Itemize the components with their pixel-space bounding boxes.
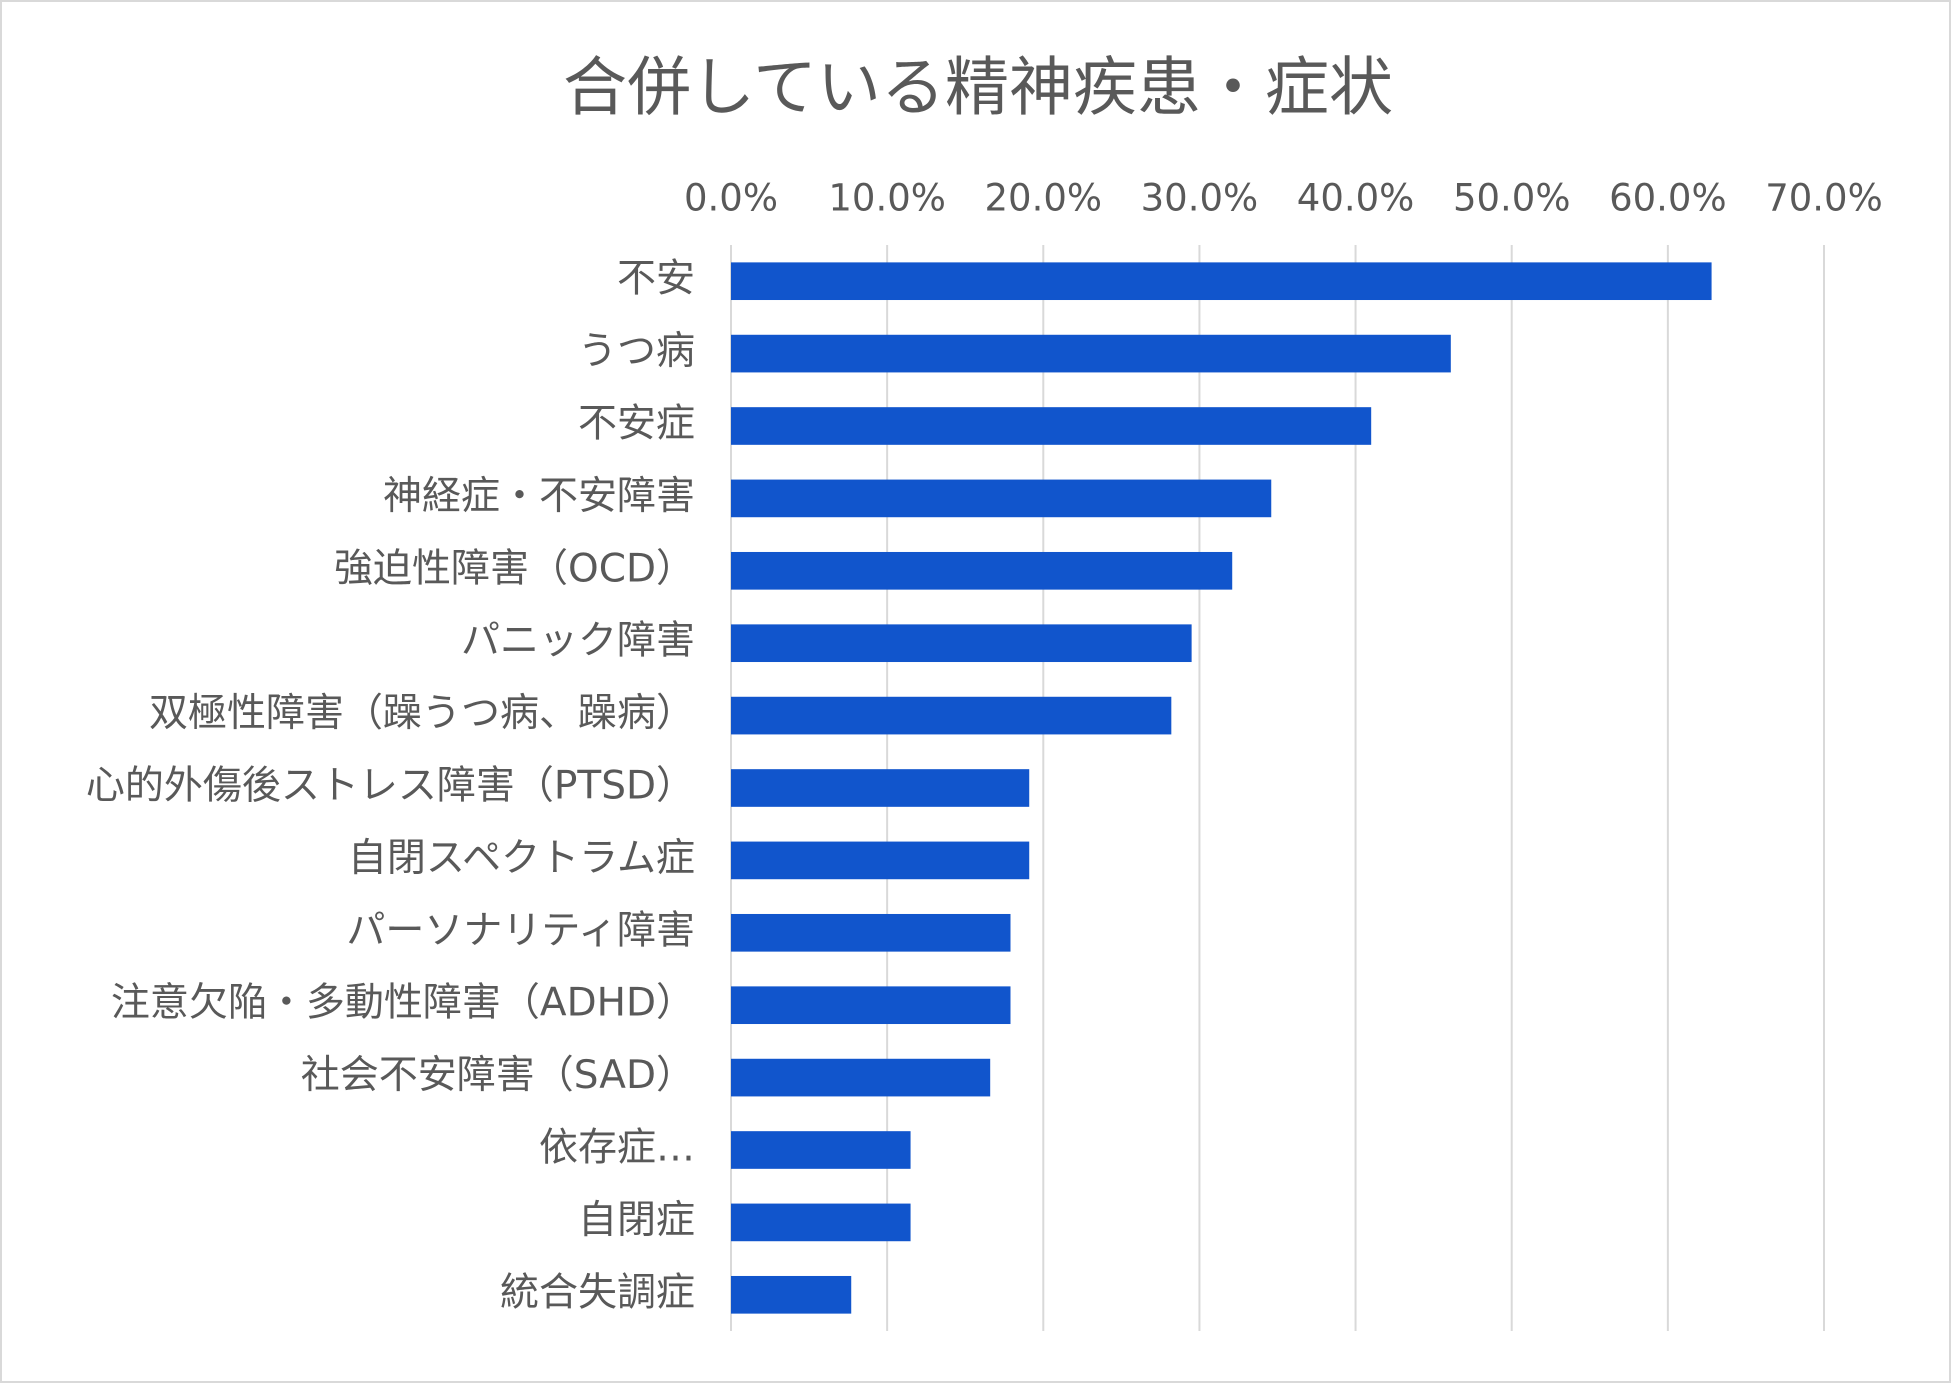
y-tick-label: 依存症… (539, 1126, 695, 1171)
x-tick-label: 60.0% (1609, 177, 1727, 220)
y-tick-label: 不安症 (578, 402, 695, 447)
bar (731, 262, 1712, 301)
y-tick-label: 統合失調症 (500, 1270, 695, 1315)
bar (731, 334, 1451, 373)
bar (731, 551, 1233, 590)
bar (731, 1275, 852, 1314)
y-tick-label: 社会不安障害（SAD） (301, 1053, 695, 1098)
y-tick-label: 強迫性障害（OCD） (334, 546, 695, 591)
y-tick-label: パニック障害 (461, 619, 695, 664)
y-tick-label: うつ病 (578, 329, 695, 374)
bar (731, 913, 1011, 952)
y-tick-label: 自閉スペクトラム症 (348, 836, 695, 881)
bar (731, 407, 1372, 445)
x-tick-label: 40.0% (1297, 177, 1415, 220)
x-tick-label: 30.0% (1141, 177, 1259, 220)
x-tick-label: 20.0% (985, 177, 1103, 220)
bar (731, 1203, 911, 1242)
bar (731, 841, 1030, 880)
bar (731, 479, 1272, 518)
bar (731, 769, 1030, 807)
y-tick-label: 双極性障害（躁うつ病、躁病） (149, 691, 695, 736)
x-tick-label: 0.0% (684, 177, 778, 220)
bar (731, 1131, 911, 1169)
chart-title: 合併している精神疾患・症状 (563, 52, 1393, 126)
bar (731, 624, 1192, 663)
y-tick-label: 注意欠陥・多動性障害（ADHD） (111, 981, 695, 1026)
x-tick-label: 50.0% (1453, 177, 1571, 220)
y-tick-label: 心的外傷後ストレス障害（PTSD） (86, 764, 695, 809)
y-tick-label: 自閉症 (578, 1198, 695, 1243)
y-tick-label: 神経症・不安障害 (383, 474, 695, 519)
y-tick-label: 不安 (617, 257, 695, 302)
y-tick-label: パーソナリティ障害 (346, 908, 695, 953)
bar (731, 986, 1011, 1025)
bar (731, 1058, 991, 1097)
bar (731, 696, 1172, 735)
x-tick-label: 10.0% (828, 177, 946, 220)
x-tick-label: 70.0% (1765, 177, 1883, 220)
